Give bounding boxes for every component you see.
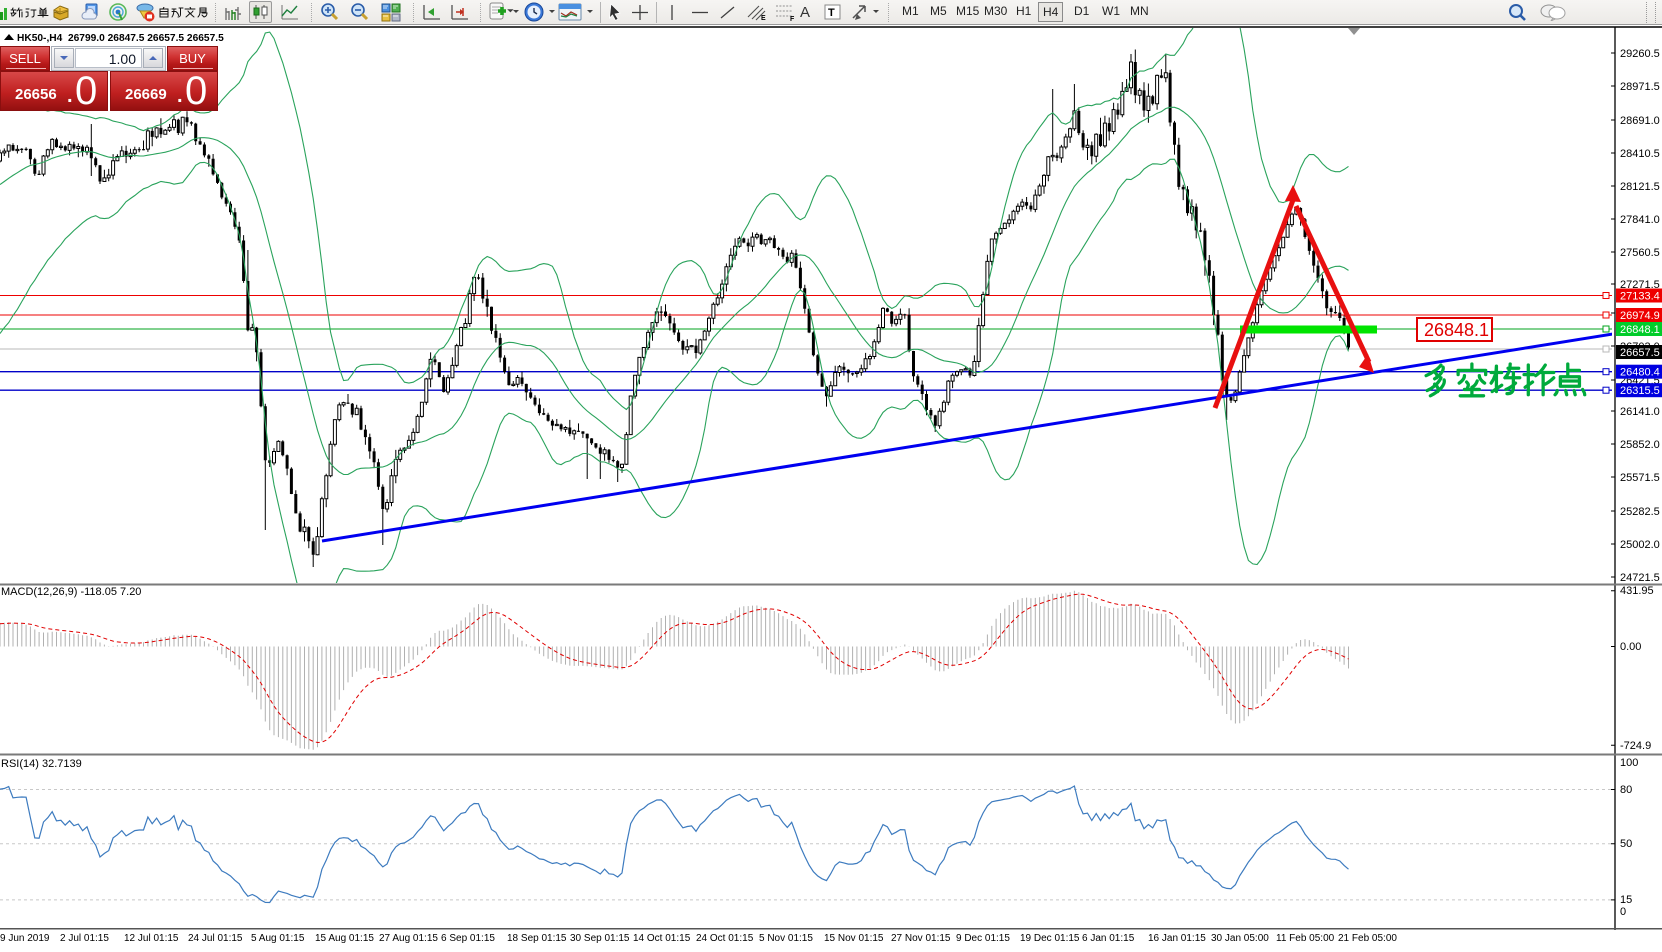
svg-text:26315.5: 26315.5 [1620, 385, 1660, 397]
svg-text:RSI(14) 32.7139: RSI(14) 32.7139 [1, 758, 82, 770]
svg-text:2 Jul 01:15: 2 Jul 01:15 [60, 933, 109, 944]
svg-text:28410.5: 28410.5 [1620, 148, 1660, 160]
svg-text:0.00: 0.00 [1620, 641, 1641, 653]
svg-text:MACD(12,26,9) -118.05 7.20: MACD(12,26,9) -118.05 7.20 [1, 586, 141, 598]
svg-text:80: 80 [1620, 784, 1632, 796]
svg-text:26974.9: 26974.9 [1620, 310, 1660, 322]
svg-text:26657.5: 26657.5 [1620, 347, 1660, 359]
svg-text:27560.5: 27560.5 [1620, 247, 1660, 259]
svg-text:27133.4: 27133.4 [1620, 291, 1660, 303]
svg-text:F: F [790, 16, 795, 22]
svg-text:5 Aug 01:15: 5 Aug 01:15 [251, 933, 305, 944]
svg-text:50: 50 [1620, 838, 1632, 850]
svg-text:26848.1: 26848.1 [1620, 324, 1660, 336]
svg-text:25852.0: 25852.0 [1620, 439, 1660, 451]
svg-text:24 Jul 01:15: 24 Jul 01:15 [188, 933, 243, 944]
svg-text:T: T [828, 7, 835, 19]
svg-text:0: 0 [1620, 906, 1626, 918]
svg-text:6 Sep 01:15: 6 Sep 01:15 [441, 933, 495, 944]
svg-text:14 Oct 01:15: 14 Oct 01:15 [633, 933, 691, 944]
svg-text:E: E [761, 15, 766, 22]
svg-text:5 Nov 01:15: 5 Nov 01:15 [759, 933, 813, 944]
svg-text:27271.5: 27271.5 [1620, 279, 1660, 291]
svg-text:29260.5: 29260.5 [1620, 48, 1660, 60]
svg-text:21 Feb 05:00: 21 Feb 05:00 [1338, 933, 1397, 944]
svg-text:431.95: 431.95 [1620, 585, 1654, 597]
svg-text:26480.4: 26480.4 [1620, 367, 1660, 379]
svg-text:18 Sep 01:15: 18 Sep 01:15 [507, 933, 567, 944]
svg-text:24721.5: 24721.5 [1620, 572, 1660, 584]
svg-text:25282.5: 25282.5 [1620, 506, 1660, 518]
svg-text:30 Jan 05:00: 30 Jan 05:00 [1211, 933, 1269, 944]
svg-text:28691.0: 28691.0 [1620, 115, 1660, 127]
svg-text:9 Dec 01:15: 9 Dec 01:15 [956, 933, 1010, 944]
svg-text:25002.0: 25002.0 [1620, 539, 1660, 551]
svg-text:24 Oct 01:15: 24 Oct 01:15 [696, 933, 754, 944]
svg-text:28971.5: 28971.5 [1620, 81, 1660, 93]
svg-text:15 Aug 01:15: 15 Aug 01:15 [315, 933, 374, 944]
svg-text:16 Jan 01:15: 16 Jan 01:15 [1148, 933, 1206, 944]
svg-text:26848.1: 26848.1 [1424, 320, 1489, 340]
svg-text:15: 15 [1620, 894, 1632, 906]
svg-text:27841.0: 27841.0 [1620, 214, 1660, 226]
svg-text:HK50-,H4 26799.0 26847.5 2665: HK50-,H4 26799.0 26847.5 26657.5 26657.5 [17, 33, 224, 44]
svg-text:27 Nov 01:15: 27 Nov 01:15 [891, 933, 951, 944]
svg-text:6 Jan 01:15: 6 Jan 01:15 [1082, 933, 1135, 944]
svg-text:12 Jul 01:15: 12 Jul 01:15 [124, 933, 179, 944]
svg-text:9 Jun 2019: 9 Jun 2019 [0, 933, 50, 944]
svg-text:11 Feb 05:00: 11 Feb 05:00 [1276, 933, 1335, 944]
svg-text:28121.5: 28121.5 [1620, 181, 1660, 193]
svg-text:100: 100 [1620, 757, 1638, 769]
svg-text:30 Sep 01:15: 30 Sep 01:15 [570, 933, 630, 944]
svg-text:-724.9: -724.9 [1620, 740, 1651, 752]
svg-text:27 Aug 01:15: 27 Aug 01:15 [379, 933, 438, 944]
svg-text:26141.0: 26141.0 [1620, 406, 1660, 418]
svg-text:15 Nov 01:15: 15 Nov 01:15 [824, 933, 884, 944]
svg-text:19 Dec 01:15: 19 Dec 01:15 [1020, 933, 1080, 944]
svg-text:25571.5: 25571.5 [1620, 472, 1660, 484]
